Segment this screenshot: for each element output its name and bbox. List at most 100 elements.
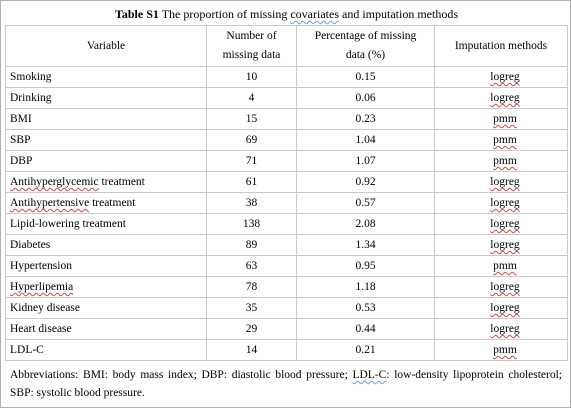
cell-missing-count: 78 xyxy=(206,276,297,298)
cell-missing-percent: 1.07 xyxy=(296,150,435,172)
cell-variable-text: LDL-C xyxy=(10,344,44,356)
cell-variable: Diabetes xyxy=(5,234,207,256)
header-imputation-method: Imputation methods xyxy=(434,25,568,67)
note-text-before: Abbreviations: BMI: body mass index; DBP… xyxy=(10,369,353,381)
cell-variable-rest: treatment xyxy=(98,176,145,188)
cell-variable: Antihyperglycemic treatment xyxy=(5,171,207,193)
table-row: Antihypertensive treatment 38 0.57 logreg xyxy=(5,192,568,214)
cell-missing-count: 35 xyxy=(206,297,297,319)
table-row: Lipid-lowering treatment 138 2.08 logreg xyxy=(5,213,568,235)
cell-variable-text: Heart disease xyxy=(10,323,72,335)
table-row: Hyperlipemia 78 1.18 logreg xyxy=(5,276,568,298)
cell-missing-count: 38 xyxy=(206,192,297,214)
table-title-covariates: covariates xyxy=(290,7,339,21)
cell-variable-text: Drinking xyxy=(10,92,52,104)
cell-variable-text: Smoking xyxy=(10,71,52,83)
cell-missing-percent: 0.21 xyxy=(296,339,435,361)
cell-imputation-method-text: pmm xyxy=(493,155,517,167)
cell-missing-percent: 2.08 xyxy=(296,213,435,235)
header-missing-count: Number of missing data xyxy=(206,25,297,67)
cell-missing-count: 71 xyxy=(206,150,297,172)
table-row: SBP 69 1.04 pmm xyxy=(5,129,568,151)
cell-variable-flagged-word: Hyperlipemia xyxy=(10,281,74,293)
cell-missing-percent: 1.18 xyxy=(296,276,435,298)
header-missing-percent: Percentage of missing data (%) xyxy=(296,25,435,67)
cell-missing-count: 4 xyxy=(206,87,297,109)
cell-missing-count: 89 xyxy=(206,234,297,256)
cell-imputation-method: logreg xyxy=(434,87,568,109)
note-text-after: : low-density lipoprotein cholesterol; S… xyxy=(10,369,562,399)
cell-imputation-method-text: logreg xyxy=(490,218,520,230)
cell-variable-text: Lipid-lowering treatment xyxy=(10,218,126,230)
cell-imputation-method: logreg xyxy=(434,171,568,193)
table-header-row: Variable Number of missing data Percentag… xyxy=(5,25,568,67)
cell-imputation-method: logreg xyxy=(434,192,568,214)
cell-missing-percent: 0.23 xyxy=(296,108,435,130)
table-label: Table S1 xyxy=(114,7,159,21)
cell-variable-text: SBP xyxy=(10,134,31,146)
cell-variable: Smoking xyxy=(5,66,207,88)
cell-missing-count: 63 xyxy=(206,255,297,277)
cell-missing-percent: 0.53 xyxy=(296,297,435,319)
cell-variable: DBP xyxy=(5,150,207,172)
cell-imputation-method: logreg xyxy=(434,318,568,340)
cell-variable-text: Hypertension xyxy=(10,260,72,272)
cell-variable: Heart disease xyxy=(5,318,207,340)
cell-imputation-method: logreg xyxy=(434,66,568,88)
cell-variable-text: Kidney disease xyxy=(10,302,80,314)
cell-missing-percent: 0.57 xyxy=(296,192,435,214)
cell-imputation-method-text: pmm xyxy=(493,134,517,146)
note-ldl-term: LDL-C xyxy=(352,369,387,381)
table-row: Smoking 10 0.15 logreg xyxy=(5,66,568,88)
table-row: Hypertension 63 0.95 pmm xyxy=(5,255,568,277)
table-row: Antihyperglycemic treatment 61 0.92 logreg xyxy=(5,171,568,193)
missing-data-table: Variable Number of missing data Percentag… xyxy=(5,25,568,361)
cell-missing-percent: 0.95 xyxy=(296,255,435,277)
table-title-suffix: and imputation methods xyxy=(339,7,458,21)
cell-imputation-method: logreg xyxy=(434,297,568,319)
cell-imputation-method-text: logreg xyxy=(490,71,520,83)
cell-variable-flagged-word: Antihyperglycemic xyxy=(10,176,99,188)
cell-imputation-method-text: pmm xyxy=(493,260,517,272)
cell-imputation-method: logreg xyxy=(434,276,568,298)
cell-imputation-method: pmm xyxy=(434,150,568,172)
cell-variable: Hypertension xyxy=(5,255,207,277)
cell-variable-text: DBP xyxy=(10,155,33,167)
table-row: Kidney disease 35 0.53 logreg xyxy=(5,297,568,319)
cell-imputation-method-text: pmm xyxy=(493,113,517,125)
header-variable: Variable xyxy=(5,25,207,67)
table-row: Heart disease 29 0.44 logreg xyxy=(5,318,568,340)
cell-imputation-method-text: logreg xyxy=(490,197,520,209)
cell-imputation-method: pmm xyxy=(434,255,568,277)
cell-missing-count: 69 xyxy=(206,129,297,151)
table-row: Diabetes 89 1.34 logreg xyxy=(5,234,568,256)
cell-variable: LDL-C xyxy=(5,339,207,361)
cell-missing-percent: 1.04 xyxy=(296,129,435,151)
abbreviations-note: Abbreviations: BMI: body mass index; DBP… xyxy=(10,366,562,402)
cell-missing-count: 138 xyxy=(206,213,297,235)
cell-variable: Antihypertensive treatment xyxy=(5,192,207,214)
cell-imputation-method-text: logreg xyxy=(490,323,520,335)
table-row: BMI 15 0.23 pmm xyxy=(5,108,568,130)
table-title-prefix: The proportion of missing xyxy=(161,7,291,21)
cell-variable: Hyperlipemia xyxy=(5,276,207,298)
cell-imputation-method-text: logreg xyxy=(490,281,520,293)
table-title: The proportion of missing covariates and… xyxy=(162,7,458,21)
cell-imputation-method-text: pmm xyxy=(493,344,517,356)
cell-missing-count: 14 xyxy=(206,339,297,361)
cell-missing-count: 15 xyxy=(206,108,297,130)
cell-imputation-method: pmm xyxy=(434,108,568,130)
cell-missing-percent: 0.06 xyxy=(296,87,435,109)
cell-missing-percent: 0.92 xyxy=(296,171,435,193)
cell-imputation-method: logreg xyxy=(434,234,568,256)
cell-imputation-method: logreg xyxy=(434,213,568,235)
table-row: DBP 71 1.07 pmm xyxy=(5,150,568,172)
table-row: LDL-C 14 0.21 pmm xyxy=(5,339,568,361)
cell-variable: Lipid-lowering treatment xyxy=(5,213,207,235)
cell-variable: BMI xyxy=(5,108,207,130)
table-caption: Table S1 The proportion of missing covar… xyxy=(1,7,571,21)
cell-variable-text: Diabetes xyxy=(10,239,51,251)
cell-variable: Kidney disease xyxy=(5,297,207,319)
cell-missing-percent: 1.34 xyxy=(296,234,435,256)
